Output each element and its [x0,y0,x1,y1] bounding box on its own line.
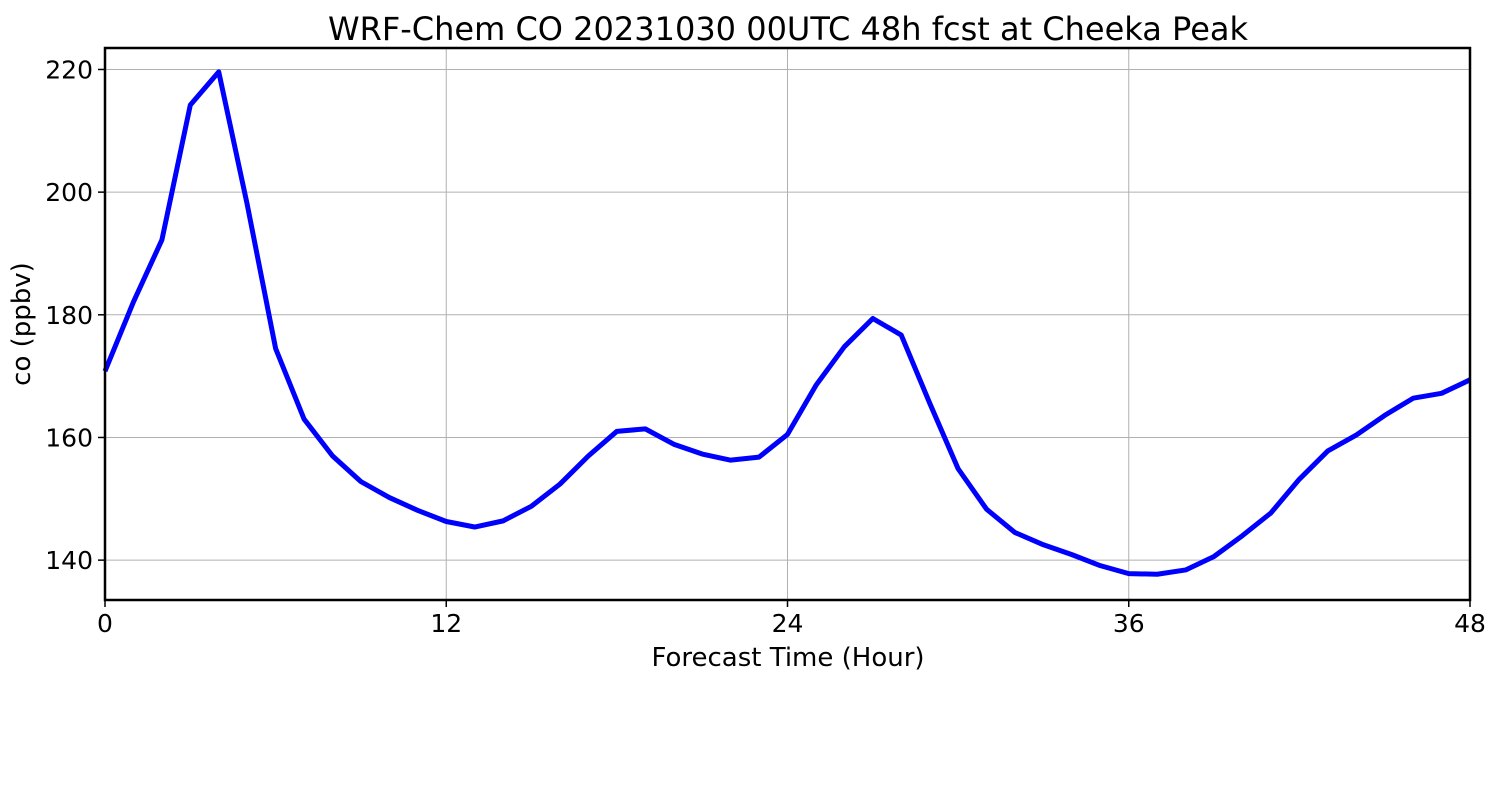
x-tick-label: 0 [97,609,113,638]
axis-ticks: 0 12 24 36 48 140 160 180 200 220 [45,55,1486,638]
y-tick-label: 180 [45,301,93,330]
x-tick-label: 36 [1113,609,1145,638]
x-axis-label: Forecast Time (Hour) [651,643,924,673]
y-axis-label: co (ppbv) [7,262,37,386]
y-tick-label: 200 [45,178,93,207]
x-tick-label: 48 [1454,609,1486,638]
y-tick-label: 140 [45,546,93,575]
y-tick-label: 160 [45,423,93,452]
y-tick-label: 220 [45,55,93,84]
x-tick-label: 12 [430,609,462,638]
x-tick-label: 24 [772,609,804,638]
chart-title: WRF-Chem CO 20231030 00UTC 48h fcst at C… [328,10,1249,48]
